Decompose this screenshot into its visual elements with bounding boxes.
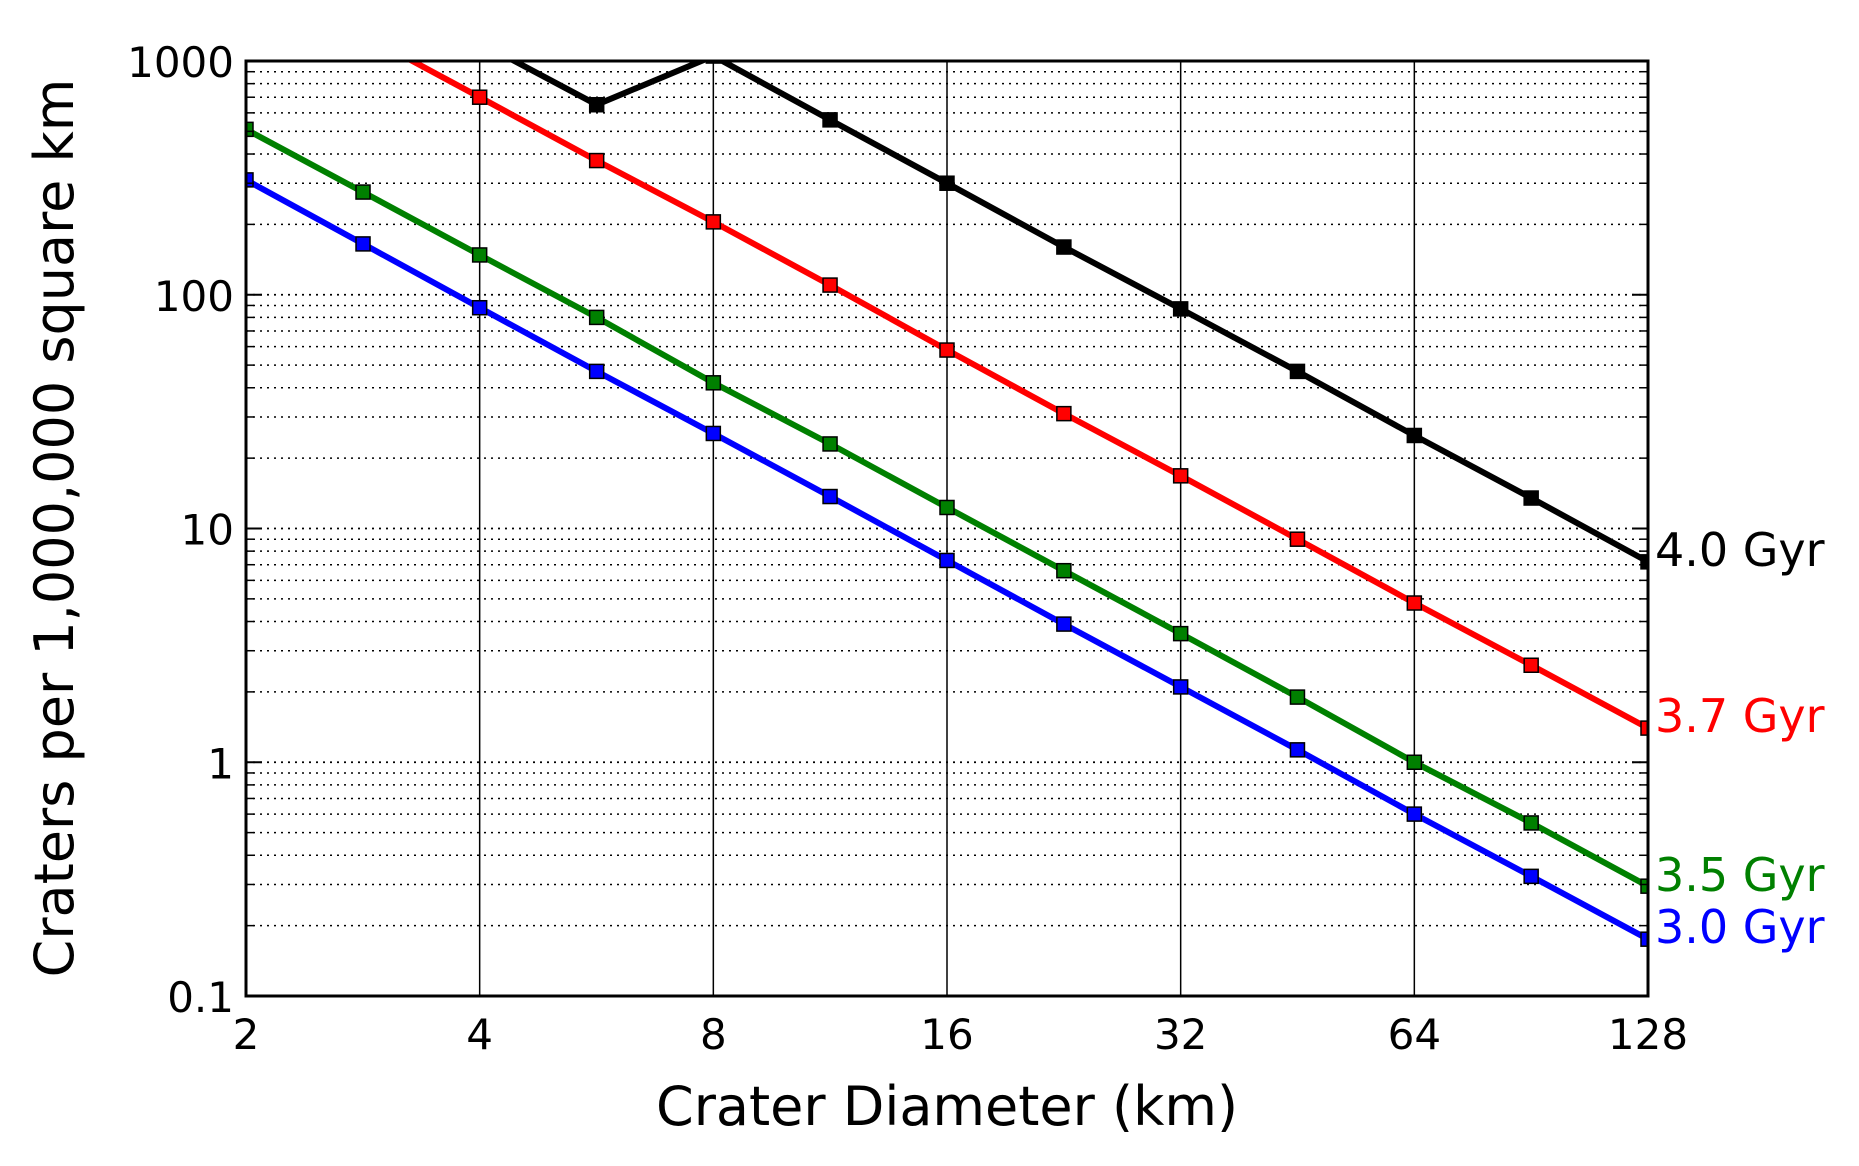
data-point-3-7-gyr bbox=[939, 342, 955, 358]
data-point-4-0-gyr bbox=[1056, 239, 1072, 255]
data-point-3-0-gyr bbox=[705, 425, 722, 442]
data-point-3-5-gyr bbox=[822, 436, 838, 452]
data-point-3-7-gyr bbox=[822, 277, 838, 293]
data-point-3-5-gyr bbox=[588, 309, 605, 326]
data-point-3-0-gyr bbox=[1289, 742, 1306, 758]
data-point-4-0-gyr bbox=[588, 96, 605, 113]
y-tick-label: 1 bbox=[207, 739, 234, 788]
series-markers bbox=[246, 27, 1648, 947]
data-point-3-0-gyr bbox=[939, 552, 955, 569]
y-axis-label: Craters per 1,000,000 square km bbox=[23, 79, 86, 978]
x-tick-label: 16 bbox=[920, 1010, 973, 1059]
data-point-3-7-gyr bbox=[356, 27, 370, 41]
data-point-4-0-gyr bbox=[822, 112, 838, 128]
data-point-3-0-gyr bbox=[246, 172, 254, 188]
axis-ticks: 0.1 1 10 100 1000 2 4 8 16 32 64 128 bbox=[127, 38, 1688, 1059]
data-point-3-7-gyr bbox=[588, 152, 605, 169]
data-point-3-7-gyr bbox=[1172, 468, 1189, 484]
x-tick-label: 64 bbox=[1388, 1010, 1441, 1059]
data-point-4-0-gyr bbox=[939, 175, 955, 191]
data-point-3-5-gyr bbox=[1406, 754, 1423, 770]
data-point-3-5-gyr bbox=[705, 375, 722, 391]
data-point-3-5-gyr bbox=[1056, 562, 1072, 579]
series-label-3-5-gyr: 3.5 Gyr bbox=[1655, 848, 1825, 902]
y-tick-label: 0.1 bbox=[167, 973, 234, 1022]
data-point-3-0-gyr bbox=[471, 299, 488, 316]
data-point-3-5-gyr bbox=[1523, 815, 1539, 831]
data-point-3-5-gyr bbox=[471, 247, 488, 263]
series-label-4-0-gyr: 4.0 Gyr bbox=[1655, 523, 1825, 577]
data-point-3-5-gyr bbox=[939, 499, 955, 516]
x-tick-label: 128 bbox=[1608, 1010, 1688, 1059]
series-label-3-7-gyr: 3.7 Gyr bbox=[1655, 689, 1825, 743]
data-point-3-5-gyr bbox=[355, 184, 371, 200]
y-tick-label: 10 bbox=[181, 506, 234, 555]
data-point-4-0-gyr bbox=[1289, 363, 1306, 380]
y-tick-label: 1000 bbox=[127, 38, 234, 87]
data-point-4-0-gyr bbox=[473, 35, 487, 49]
data-point-3-0-gyr bbox=[822, 488, 838, 505]
grid bbox=[245, 60, 1649, 997]
data-point-3-0-gyr bbox=[1523, 868, 1539, 885]
data-point-3-0-gyr bbox=[1640, 931, 1648, 947]
data-point-4-0-gyr bbox=[1523, 490, 1539, 506]
x-tick-label: 8 bbox=[700, 1010, 727, 1059]
x-axis-label: Crater Diameter (km) bbox=[656, 1075, 1238, 1138]
data-point-3-0-gyr bbox=[588, 363, 605, 380]
data-point-4-0-gyr bbox=[1640, 554, 1648, 570]
data-point-3-7-gyr bbox=[1056, 405, 1072, 422]
data-point-3-0-gyr bbox=[1406, 806, 1423, 822]
data-point-3-7-gyr bbox=[1523, 657, 1539, 673]
data-point-4-0-gyr bbox=[1406, 427, 1423, 444]
x-tick-label: 2 bbox=[233, 1010, 260, 1059]
data-point-3-5-gyr bbox=[1289, 689, 1306, 705]
data-point-4-0-gyr bbox=[1172, 301, 1189, 317]
data-point-3-0-gyr bbox=[1172, 679, 1189, 695]
y-tick-label: 100 bbox=[154, 272, 234, 321]
data-point-3-7-gyr bbox=[1289, 531, 1306, 547]
x-tick-label: 32 bbox=[1154, 1010, 1207, 1059]
data-point-3-5-gyr bbox=[1640, 878, 1648, 894]
data-point-3-7-gyr bbox=[705, 214, 722, 230]
data-point-3-7-gyr bbox=[471, 89, 488, 105]
x-tick-label: 4 bbox=[466, 1010, 493, 1059]
data-point-3-5-gyr bbox=[246, 121, 254, 138]
data-point-3-5-gyr bbox=[1172, 625, 1189, 642]
series-label-3-0-gyr: 3.0 Gyr bbox=[1655, 900, 1825, 954]
data-point-3-7-gyr bbox=[1406, 595, 1423, 611]
data-point-3-0-gyr bbox=[1056, 616, 1072, 632]
data-point-3-7-gyr bbox=[1640, 720, 1648, 736]
data-point-3-0-gyr bbox=[355, 236, 371, 252]
